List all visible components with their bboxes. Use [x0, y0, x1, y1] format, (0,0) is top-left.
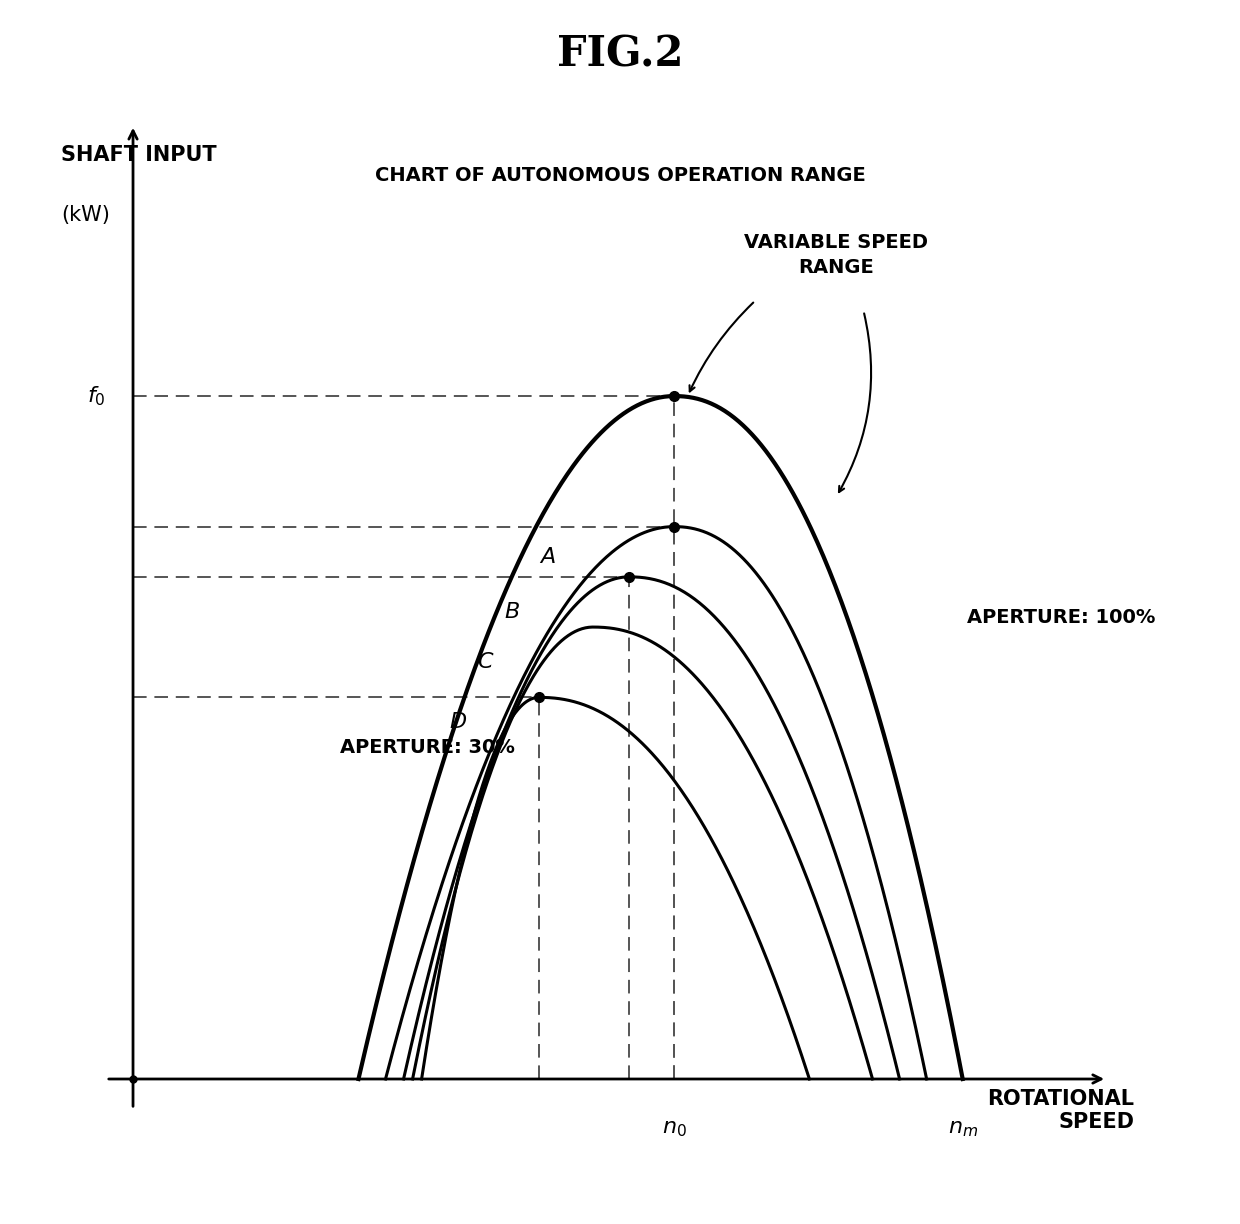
- Text: APERTURE: 30%: APERTURE: 30%: [341, 738, 516, 758]
- Text: A: A: [541, 547, 556, 567]
- Text: FIG.2: FIG.2: [557, 33, 683, 76]
- Text: $n_0$: $n_0$: [662, 1119, 687, 1140]
- Text: D: D: [449, 712, 466, 732]
- Text: C: C: [477, 652, 492, 672]
- Text: B: B: [505, 602, 520, 622]
- Text: (kW): (kW): [61, 206, 110, 225]
- Text: CHART OF AUTONOMOUS OPERATION RANGE: CHART OF AUTONOMOUS OPERATION RANGE: [374, 165, 866, 185]
- Text: $n_m$: $n_m$: [947, 1119, 978, 1140]
- Text: $f_0$: $f_0$: [87, 384, 105, 408]
- Text: VARIABLE SPEED
RANGE: VARIABLE SPEED RANGE: [744, 234, 929, 278]
- Text: SHAFT INPUT: SHAFT INPUT: [61, 144, 217, 165]
- Text: ROTATIONAL
SPEED: ROTATIONAL SPEED: [987, 1089, 1135, 1132]
- Text: APERTURE: 100%: APERTURE: 100%: [967, 607, 1156, 627]
